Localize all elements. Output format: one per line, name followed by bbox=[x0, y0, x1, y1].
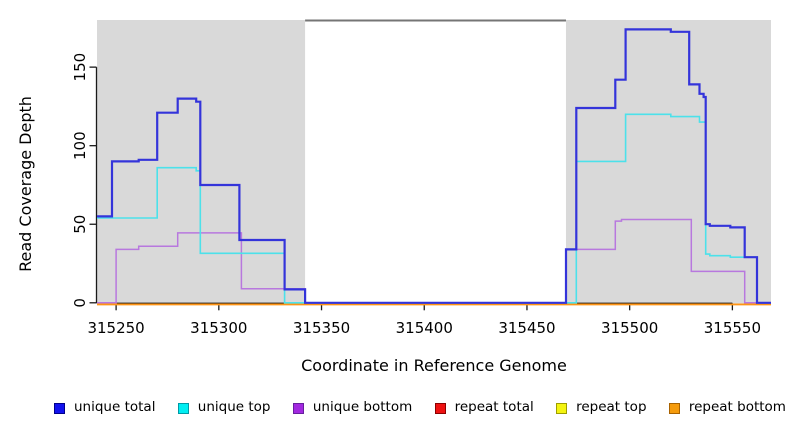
legend-item-repeat-total: repeat total bbox=[434, 399, 534, 416]
legend-swatch-unique-top bbox=[177, 402, 189, 414]
legend-item-repeat-bottom: repeat bottom bbox=[668, 399, 786, 416]
legend-label-unique-total: unique total bbox=[74, 399, 156, 416]
legend-item-unique-bottom: unique bottom bbox=[292, 399, 413, 416]
coverage-plot-figure: 315250 315300 315350 315400 315450 315500 3155… bbox=[16, 19, 786, 414]
x-tick-label: 315400 bbox=[396, 319, 453, 337]
x-tick-label: 315500 bbox=[601, 319, 658, 337]
x-tick-label: 315300 bbox=[190, 319, 247, 337]
legend-swatch-repeat-bottom bbox=[668, 402, 680, 414]
x-tick-label: 315350 bbox=[293, 319, 350, 337]
x-tick-label: 315250 bbox=[87, 319, 144, 337]
legend-item-unique-total: unique total bbox=[54, 401, 155, 415]
axes: 315250 315300 315350 315400 315450 315500 3155… bbox=[71, 53, 761, 337]
legend-swatch-unique-bottom bbox=[292, 402, 304, 414]
y-tick-label: 100 bbox=[71, 131, 89, 160]
legend-swatch-repeat-top bbox=[556, 402, 568, 414]
legend-swatch-repeat-total bbox=[434, 402, 446, 414]
chart-legend: unique total unique top unique bottom repea… bbox=[54, 396, 786, 420]
legend-label-repeat-top: repeat top bbox=[576, 399, 647, 416]
legend-swatch-unique-total bbox=[54, 402, 65, 414]
shaded-regions bbox=[97, 19, 771, 304]
legend-label-repeat-bottom: repeat bottom bbox=[688, 399, 786, 416]
y-tick-label: 150 bbox=[71, 53, 89, 82]
legend-label-unique-bottom: unique bottom bbox=[312, 399, 413, 416]
series-line-unique-top bbox=[97, 113, 771, 304]
coverage-series-lines bbox=[97, 28, 771, 306]
y-axis-title: Read Coverage Depth bbox=[16, 96, 35, 272]
x-axis-title: Coordinate in Reference Genome bbox=[301, 356, 567, 375]
series-line-unique-total bbox=[97, 28, 771, 304]
coverage-chart: 315250 315300 315350 315400 315450 315500 3155… bbox=[16, 19, 771, 375]
legend-label-repeat-total: repeat total bbox=[454, 399, 534, 416]
legend-label-unique-top: unique top bbox=[197, 399, 271, 416]
x-tick-label: 315450 bbox=[498, 319, 555, 337]
legend-item-repeat-top: repeat top bbox=[556, 399, 647, 416]
y-tick-label: 0 bbox=[71, 298, 89, 308]
x-tick-label: 315550 bbox=[704, 319, 761, 337]
legend-item-unique-top: unique top bbox=[177, 399, 271, 416]
y-tick-label: 50 bbox=[71, 215, 89, 234]
